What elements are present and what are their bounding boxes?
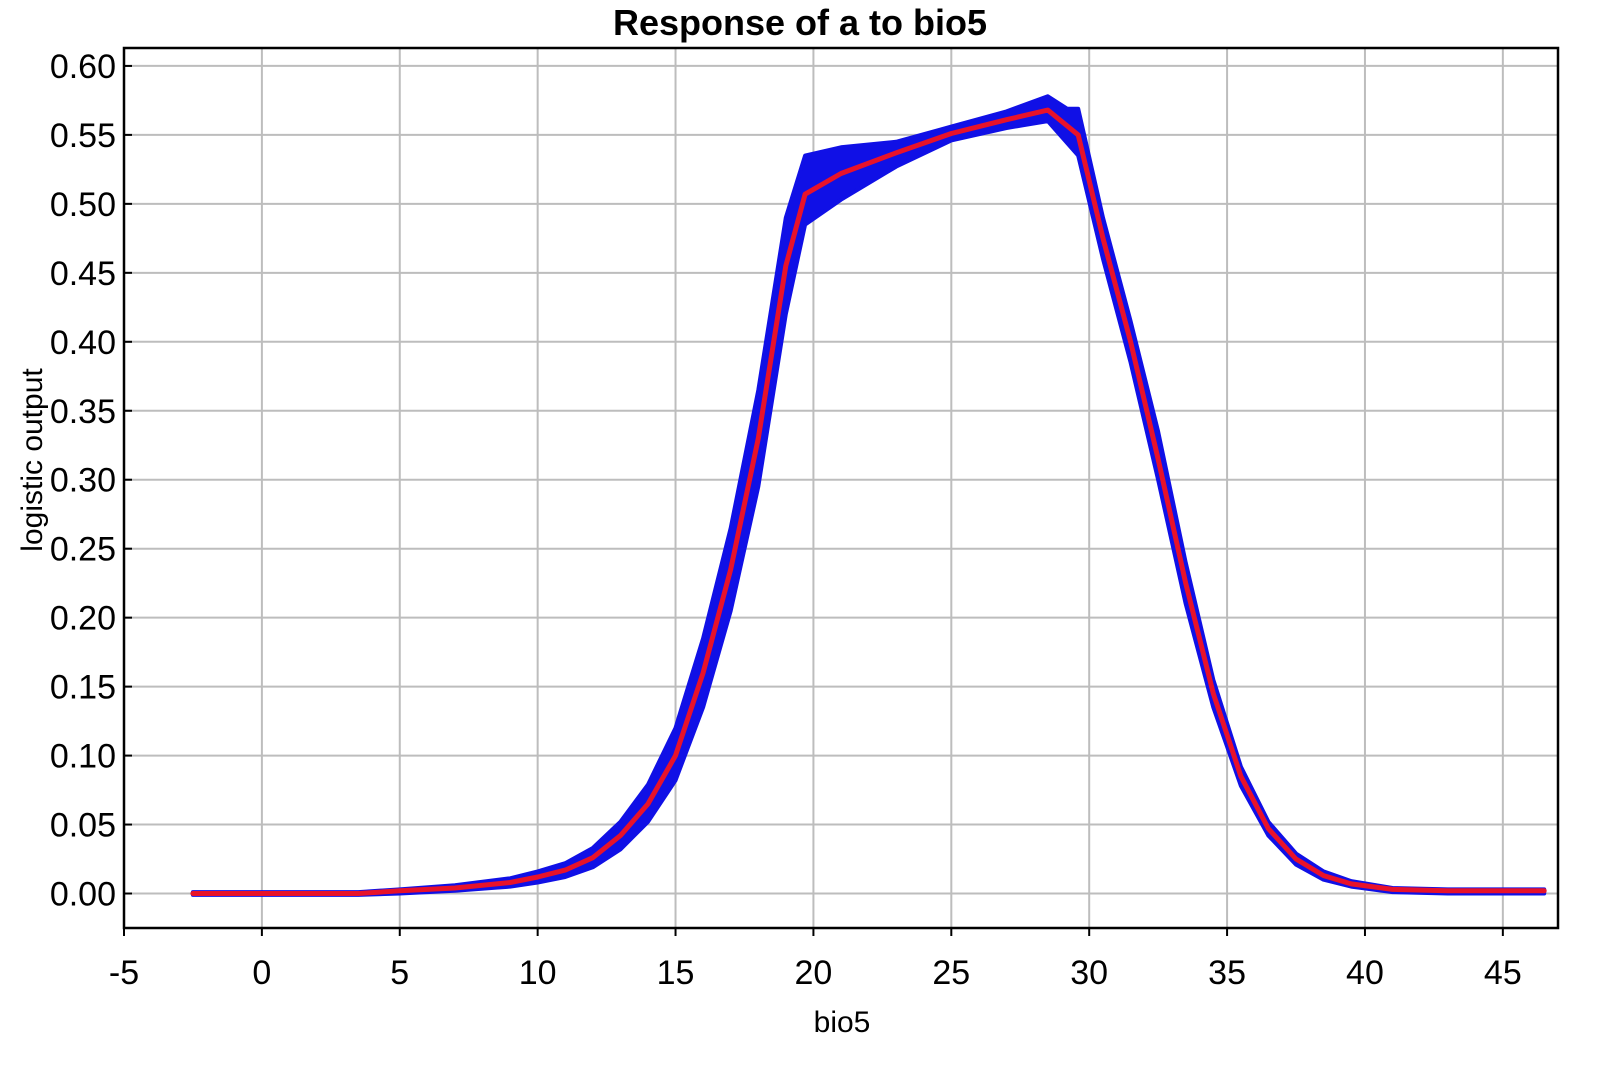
y-tick-label: 0.50 bbox=[50, 186, 116, 224]
y-tick-label: 0.15 bbox=[50, 669, 116, 707]
y-tick-label: 0.25 bbox=[50, 531, 116, 569]
y-tick-label: 0.45 bbox=[50, 255, 116, 293]
x-tick-label: 25 bbox=[932, 954, 970, 992]
x-tick-label: 35 bbox=[1208, 954, 1246, 992]
y-tick-label: 0.20 bbox=[50, 600, 116, 638]
y-tick-label: 0.30 bbox=[50, 462, 116, 500]
x-tick-label: 10 bbox=[519, 954, 557, 992]
y-tick-label: 0.60 bbox=[50, 48, 116, 86]
x-tick-label: 45 bbox=[1484, 954, 1522, 992]
tick-layer: -5 0 5 10 15 20 25 30 35 40 45 0.00 0.05 0.10 0.15 0.20… bbox=[50, 48, 1522, 992]
grid-layer bbox=[124, 48, 1558, 928]
mean-response-line bbox=[190, 107, 1547, 896]
x-tick-label: 0 bbox=[252, 954, 271, 992]
x-tick-label: 20 bbox=[795, 954, 833, 992]
x-tick-label: 15 bbox=[657, 954, 695, 992]
chart-title: Response of a to bio5 bbox=[612, 2, 988, 43]
mean-layer bbox=[190, 107, 1547, 896]
x-tick-label: 30 bbox=[1070, 954, 1108, 992]
y-tick-label: 0.40 bbox=[50, 324, 116, 362]
y-axis-label: logistic output bbox=[16, 368, 49, 552]
y-tick-label: 0.55 bbox=[50, 117, 116, 155]
plot-frame bbox=[122, 46, 1560, 930]
x-tick-label: 5 bbox=[390, 954, 409, 992]
x-tick-label: 40 bbox=[1346, 954, 1384, 992]
x-tick-label: -5 bbox=[109, 954, 139, 992]
y-tick-label: 0.05 bbox=[50, 807, 116, 845]
uncertainty-band bbox=[190, 94, 1547, 897]
band-layer bbox=[190, 94, 1547, 897]
x-axis-label: bio5 bbox=[814, 1006, 871, 1039]
y-tick-label: 0.00 bbox=[50, 876, 116, 914]
y-tick-label: 0.10 bbox=[50, 738, 116, 776]
y-tick-label: 0.35 bbox=[50, 393, 116, 431]
